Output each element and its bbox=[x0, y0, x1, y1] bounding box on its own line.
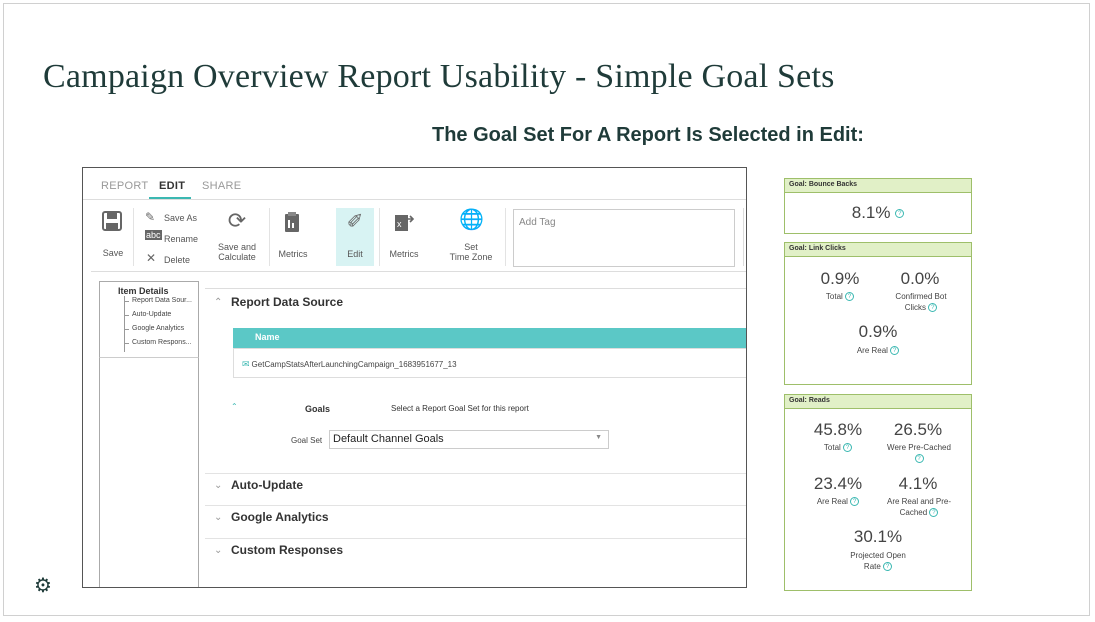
item-details-panel: Item Details Report Data Sour... Auto-Up… bbox=[99, 281, 199, 357]
metrics-label: Metrics bbox=[278, 249, 308, 259]
toolbar: Save ✎ Save As abc Rename ✕ Delete ⟳ Sav… bbox=[91, 200, 746, 272]
divider bbox=[205, 505, 746, 506]
slide-subtitle: The Goal Set For A Report Is Selected in… bbox=[432, 124, 864, 146]
envelope-icon: ✉ bbox=[242, 359, 250, 369]
goal-set-select[interactable]: Default Channel Goals ▼ bbox=[329, 430, 609, 449]
reads-total-value: 45.8% bbox=[813, 420, 863, 439]
bounce-backs-value: 8.1% ? bbox=[785, 203, 971, 223]
collapse-chevron-icon[interactable]: ⌃ bbox=[214, 297, 223, 308]
tree-line bbox=[124, 296, 125, 352]
question-circle-icon[interactable]: ? bbox=[890, 346, 900, 356]
divider bbox=[746, 288, 747, 380]
clicks-total-label: Total ? bbox=[805, 291, 875, 302]
tree-item-custom-responses[interactable]: Custom Respons... bbox=[124, 339, 192, 346]
export-metrics-label: Metrics bbox=[389, 249, 419, 259]
tab-edit[interactable]: EDIT bbox=[159, 180, 186, 192]
reads-projected-value: 30.1% bbox=[853, 527, 903, 546]
clicks-real-value: 0.9% bbox=[858, 322, 898, 341]
chevron-down-icon: ▼ bbox=[595, 434, 602, 441]
edit-label: Edit bbox=[347, 249, 363, 259]
reads-real-precached-label: Are Real and Pre- Cached ? bbox=[886, 497, 952, 518]
data-source-name: GetCampStatsAfterLaunchingCampaign_16839… bbox=[251, 360, 457, 369]
globe-clock-icon: 🌐 bbox=[459, 209, 484, 231]
clicks-bot-label: Confirmed Bot Clicks ? bbox=[895, 292, 947, 313]
save-icon bbox=[102, 211, 122, 231]
table-header-name: Name bbox=[233, 328, 746, 348]
refresh-icon: ⟳ bbox=[227, 208, 247, 233]
reads-real-value: 23.4% bbox=[813, 474, 863, 493]
item-details-column bbox=[99, 357, 199, 587]
expand-chevron-icon[interactable]: ⌄ bbox=[214, 545, 223, 556]
divider bbox=[743, 208, 744, 266]
tree-item-google-analytics[interactable]: Google Analytics bbox=[123, 325, 184, 332]
clicks-bot-value: 0.0% bbox=[900, 269, 940, 288]
goal-reads-title: Goal: Reads bbox=[785, 395, 971, 409]
custom-responses-header[interactable]: Custom Responses bbox=[231, 543, 344, 557]
goals-collapse-icon[interactable]: ⌃ bbox=[231, 402, 238, 411]
report-data-source-header[interactable]: Report Data Source bbox=[231, 295, 344, 309]
question-circle-icon[interactable]: ? bbox=[843, 443, 853, 453]
goal-link-clicks-title: Goal: Link Clicks bbox=[785, 243, 971, 257]
goal-bounce-backs-card: Goal: Bounce Backs 8.1% ? bbox=[784, 178, 972, 234]
clicks-total-value: 0.9% bbox=[820, 269, 860, 288]
reads-precached-label: Were Pre-Cached? bbox=[887, 443, 951, 464]
set-time-zone-label: Set Time Zone bbox=[449, 242, 493, 262]
report-editor-screenshot: REPORT EDIT SHARE Save ✎ Save As abc Ren… bbox=[82, 167, 747, 588]
save-label: Save bbox=[102, 248, 124, 258]
question-circle-icon[interactable]: ? bbox=[850, 497, 860, 507]
question-circle-icon[interactable]: ? bbox=[883, 562, 893, 572]
clicks-real-label: Are Real ? bbox=[838, 345, 918, 356]
add-tag-input[interactable]: Add Tag bbox=[513, 209, 735, 267]
save-as-button[interactable]: Save As bbox=[164, 213, 198, 223]
save-and-calculate-label: Save and Calculate bbox=[217, 242, 257, 262]
gear-icon[interactable]: ⚙ bbox=[34, 575, 52, 597]
pencil-icon: ✐ bbox=[346, 211, 364, 233]
question-circle-icon[interactable]: ? bbox=[895, 209, 905, 219]
reads-real-label: Are Real ? bbox=[803, 496, 873, 507]
svg-text:x: x bbox=[397, 219, 402, 229]
delete-button[interactable]: Delete bbox=[164, 255, 191, 265]
goal-bounce-backs-title: Goal: Bounce Backs bbox=[785, 179, 971, 193]
expand-chevron-icon[interactable]: ⌄ bbox=[214, 512, 223, 523]
auto-update-header[interactable]: Auto-Update bbox=[231, 478, 303, 492]
edit-highlight bbox=[336, 208, 374, 266]
reads-precached-value: 26.5% bbox=[893, 420, 943, 439]
slide-title: Campaign Overview Report Usability - Sim… bbox=[43, 58, 835, 95]
divider bbox=[205, 473, 746, 474]
divider bbox=[205, 288, 746, 289]
question-circle-icon[interactable]: ? bbox=[929, 508, 939, 518]
goal-set-label: Goal Set bbox=[291, 436, 323, 445]
rename-button[interactable]: Rename bbox=[164, 234, 199, 244]
google-analytics-header[interactable]: Google Analytics bbox=[231, 510, 329, 524]
save-as-icon: ✎ bbox=[145, 210, 156, 224]
goal-link-clicks-card: Goal: Link Clicks 0.9% Total ? 0.0% Conf… bbox=[784, 242, 972, 385]
question-circle-icon[interactable]: ? bbox=[928, 303, 938, 313]
table-row[interactable]: ✉ GetCampStatsAfterLaunchingCampaign_1683… bbox=[233, 348, 746, 378]
tree-item-report-data-source[interactable]: Report Data Sour... bbox=[124, 297, 192, 304]
active-tab-indicator bbox=[149, 197, 191, 199]
divider bbox=[205, 538, 746, 539]
divider bbox=[505, 208, 506, 266]
excel-export-icon: x bbox=[395, 215, 415, 231]
reads-real-precached-value: 4.1% bbox=[898, 474, 938, 493]
rename-icon: abc bbox=[145, 230, 162, 240]
clipboard-icon bbox=[285, 212, 299, 232]
tree-item-auto-update[interactable]: Auto-Update bbox=[123, 311, 171, 318]
tab-share[interactable]: SHARE bbox=[202, 180, 242, 192]
tab-report[interactable]: REPORT bbox=[101, 180, 149, 192]
reads-projected-label: Projected Open Rate ? bbox=[850, 551, 906, 572]
divider bbox=[269, 208, 270, 266]
item-details-title: Item Details bbox=[118, 286, 169, 296]
goals-label: Goals bbox=[305, 404, 331, 414]
goals-description: Select a Report Goal Set for this report bbox=[391, 404, 529, 413]
divider bbox=[133, 208, 134, 266]
tab-bar: REPORT EDIT SHARE bbox=[83, 168, 746, 200]
question-circle-icon[interactable]: ? bbox=[845, 292, 855, 302]
delete-icon: ✕ bbox=[146, 251, 157, 265]
divider bbox=[379, 208, 380, 266]
goal-reads-card: Goal: Reads 45.8% Total ? 26.5% Were Pre… bbox=[784, 394, 972, 591]
question-circle-icon[interactable]: ? bbox=[914, 454, 924, 464]
reads-total-label: Total ? bbox=[803, 442, 873, 453]
expand-chevron-icon[interactable]: ⌄ bbox=[214, 480, 223, 491]
